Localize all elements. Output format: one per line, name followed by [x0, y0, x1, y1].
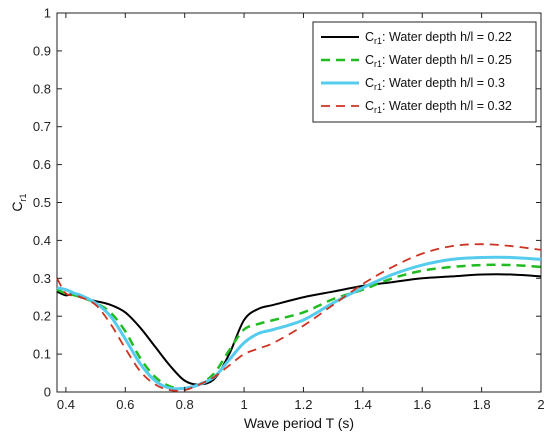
x-tick-label: 0.4	[57, 397, 75, 412]
y-axis-title: Cr1	[9, 193, 28, 211]
x-tick-label: 1.6	[413, 397, 431, 412]
x-tick-label: 1	[240, 397, 247, 412]
x-tick-label: 1.2	[294, 397, 312, 412]
legend-entry-label: Cr1: Water depth h/l = 0.3	[365, 76, 505, 92]
x-tick-label: 0.6	[116, 397, 134, 412]
y-tick-label: 0	[44, 385, 51, 400]
legend-entry-label: Cr1: Water depth h/l = 0.25	[365, 53, 512, 69]
y-tick-label: 0.5	[33, 195, 51, 210]
y-axis-title-main: C	[9, 201, 25, 211]
y-tick-label: 0.1	[33, 347, 51, 362]
legend-box	[312, 21, 537, 123]
y-tick-label: 0.9	[33, 43, 51, 58]
x-tick-label: 1.4	[354, 397, 372, 412]
legend-entry-label: Cr1: Water depth h/l = 0.22	[365, 30, 512, 46]
series-line-2	[56, 263, 542, 390]
legend-entry-label: Cr1: Water depth h/l = 0.32	[365, 99, 512, 115]
series-line-4	[56, 243, 542, 392]
y-tick-label: 0.2	[33, 309, 51, 324]
series-line-3	[56, 255, 542, 391]
y-tick-label: 0.8	[33, 81, 51, 96]
x-tick-label: 0.8	[176, 397, 194, 412]
y-axis-title-sub: r1	[18, 193, 28, 201]
y-tick-label: 0.6	[33, 157, 51, 172]
axis-ticks: 0.4 0.6 0.8 1 1.2 1.4 1.6 1.8 2 0 0.1 0.2 0.3 0.4 0.5 0…	[33, 6, 545, 413]
y-tick-label: 0.7	[33, 119, 51, 134]
y-tick-label: 0.4	[33, 233, 51, 248]
x-tick-label: 2	[537, 397, 544, 412]
x-tick-label: 1.8	[473, 397, 491, 412]
y-tick-label: 0.3	[33, 271, 51, 286]
series-lines	[56, 243, 542, 392]
x-axis-title: Wave period T (s)	[244, 415, 354, 431]
y-tick-label: 1	[44, 6, 51, 21]
legend: Cr1: Water depth h/l = 0.22 Cr1: Water de…	[312, 21, 537, 123]
